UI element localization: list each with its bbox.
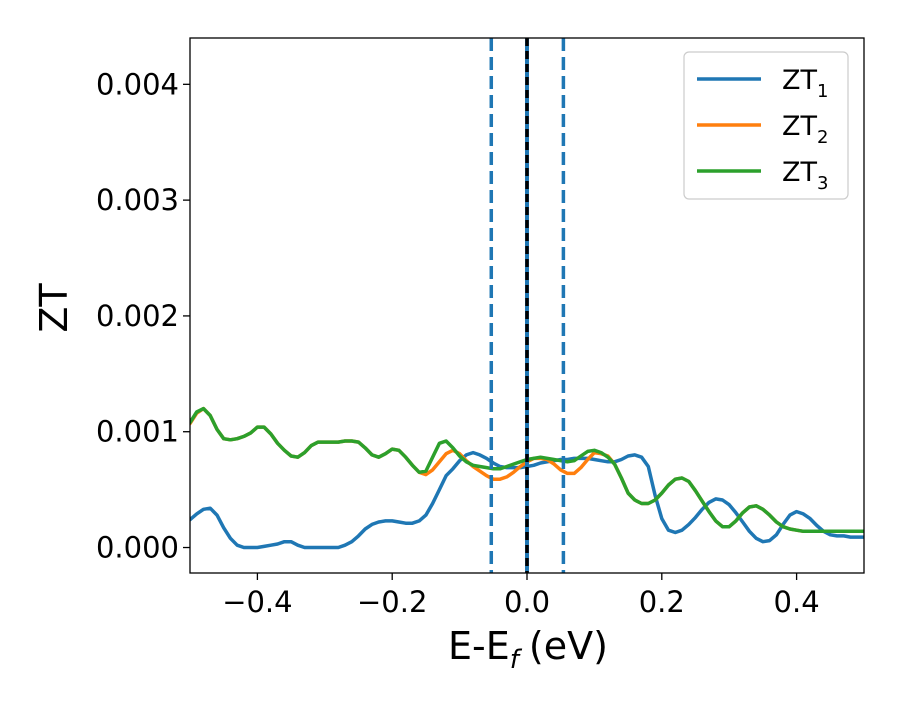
x-axis-ticks: −0.4 −0.2 0.0 0.2 0.4 — [222, 573, 820, 619]
y-tick-label: 0.003 — [96, 183, 179, 217]
legend-label: ZT3 — [782, 157, 828, 194]
x-tick-label: −0.2 — [357, 585, 427, 619]
x-tick-label: 0.0 — [504, 585, 550, 619]
legend-item-zt2: ZT2 — [697, 111, 828, 148]
legend-label: ZT2 — [782, 111, 828, 148]
legend-label: ZT1 — [782, 65, 828, 102]
legend-label-main: ZT — [782, 157, 817, 188]
plot-content — [190, 38, 864, 573]
legend-label-subscript: 3 — [817, 173, 828, 194]
x-axis-label-unit: (eV) — [529, 624, 608, 668]
y-tick-label: 0.004 — [96, 67, 179, 101]
legend-label-subscript: 2 — [817, 127, 828, 148]
y-tick-label: 0.001 — [96, 415, 179, 449]
x-tick-label: 0.4 — [774, 585, 820, 619]
legend-item-zt1: ZT1 — [697, 65, 828, 102]
y-tick-label: 0.000 — [96, 531, 179, 565]
x-axis-label-main: E-E — [448, 624, 510, 668]
x-tick-label: 0.2 — [639, 585, 685, 619]
legend-frame — [683, 51, 849, 200]
legend-label-subscript: 1 — [817, 81, 828, 102]
y-axis-label: ZT — [32, 283, 76, 333]
x-tick-label: −0.4 — [222, 585, 292, 619]
legend-item-zt3: ZT3 — [697, 157, 828, 194]
x-axis-label: E-Ef (eV) — [448, 624, 608, 675]
y-tick-label: 0.002 — [96, 299, 179, 333]
legend-label-main: ZT — [782, 111, 817, 142]
y-axis-ticks: 0.000 0.001 0.002 0.003 0.004 — [96, 67, 190, 565]
legend-label-main: ZT — [782, 65, 817, 96]
